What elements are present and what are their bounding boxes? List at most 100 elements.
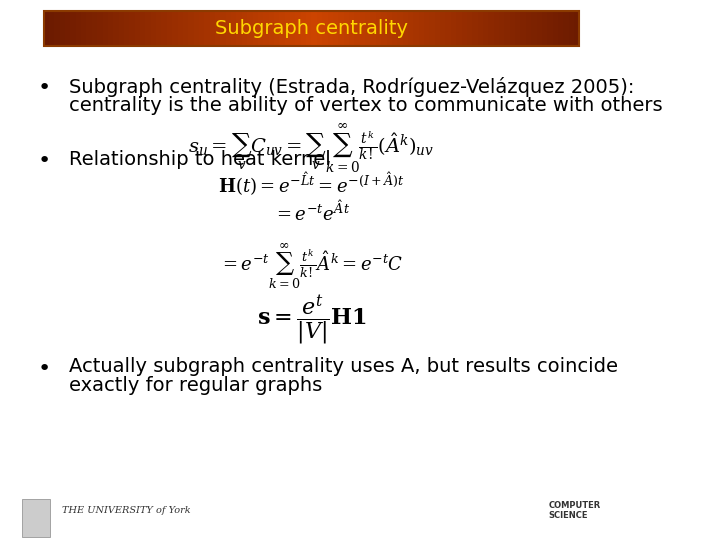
Bar <box>477 11 483 46</box>
Text: exactly for regular graphs: exactly for regular graphs <box>68 376 322 395</box>
Bar <box>429 11 435 46</box>
Bar <box>108 11 113 46</box>
Bar <box>199 11 204 46</box>
Bar <box>242 11 247 46</box>
Bar <box>113 11 119 46</box>
Bar <box>86 11 92 46</box>
Bar <box>81 11 86 46</box>
Bar <box>521 11 526 46</box>
Bar <box>290 11 295 46</box>
Bar <box>333 11 338 46</box>
Bar <box>402 11 408 46</box>
Text: •: • <box>37 151 50 171</box>
Bar <box>247 11 253 46</box>
Bar <box>349 11 354 46</box>
Text: $\mathbf{s} = \dfrac{e^t}{|V|} \mathbf{H1}$: $\mathbf{s} = \dfrac{e^t}{|V|} \mathbf{H… <box>256 294 366 347</box>
Bar <box>269 11 274 46</box>
Bar <box>44 11 580 46</box>
Bar <box>22 500 50 537</box>
Bar <box>483 11 488 46</box>
Bar <box>274 11 279 46</box>
Bar <box>102 11 108 46</box>
Bar <box>462 11 467 46</box>
Bar <box>392 11 397 46</box>
Bar <box>54 11 60 46</box>
Bar <box>408 11 413 46</box>
Bar <box>317 11 323 46</box>
Bar <box>130 11 135 46</box>
Text: $= e^{-t} e^{\hat{A}t}$: $= e^{-t} e^{\hat{A}t}$ <box>273 200 350 225</box>
Bar <box>76 11 81 46</box>
Text: $\mathbf{H}(t) = e^{-\hat{L}t} = e^{-(I + \hat{A})t}$: $\mathbf{H}(t) = e^{-\hat{L}t} = e^{-(I … <box>218 170 405 198</box>
Bar <box>338 11 343 46</box>
Bar <box>505 11 510 46</box>
Bar <box>135 11 140 46</box>
Bar <box>172 11 178 46</box>
Text: $s_u = \sum_v C_{uv} = \sum_v \sum_{k=0}^{\infty} \frac{t^k}{k!} \left(\hat{A}^k: $s_u = \sum_v C_{uv} = \sum_v \sum_{k=0}… <box>189 122 435 174</box>
Bar <box>145 11 150 46</box>
Bar <box>44 11 49 46</box>
Bar <box>178 11 183 46</box>
Bar <box>451 11 456 46</box>
Bar <box>418 11 424 46</box>
Bar <box>354 11 360 46</box>
Text: •: • <box>37 359 50 379</box>
Bar <box>381 11 387 46</box>
Bar <box>446 11 451 46</box>
Bar <box>435 11 440 46</box>
Bar <box>343 11 349 46</box>
Bar <box>424 11 429 46</box>
Bar <box>510 11 515 46</box>
Bar <box>264 11 269 46</box>
Bar <box>295 11 301 46</box>
Bar <box>413 11 418 46</box>
Bar <box>360 11 365 46</box>
Bar <box>226 11 231 46</box>
Bar <box>124 11 130 46</box>
Bar <box>253 11 258 46</box>
Bar <box>536 11 542 46</box>
Bar <box>526 11 531 46</box>
Bar <box>284 11 290 46</box>
Bar <box>231 11 236 46</box>
Bar <box>574 11 580 46</box>
Text: Subgraph centrality: Subgraph centrality <box>215 19 408 38</box>
Bar <box>119 11 124 46</box>
Bar <box>183 11 188 46</box>
Bar <box>71 11 76 46</box>
Text: centrality is the ability of vertex to communicate with others: centrality is the ability of vertex to c… <box>68 96 662 114</box>
Bar <box>49 11 54 46</box>
Bar <box>156 11 161 46</box>
Bar <box>499 11 505 46</box>
Bar <box>467 11 472 46</box>
Bar <box>569 11 574 46</box>
Bar <box>306 11 312 46</box>
Bar <box>558 11 563 46</box>
Bar <box>440 11 446 46</box>
Bar <box>97 11 102 46</box>
Bar <box>387 11 392 46</box>
Bar <box>161 11 167 46</box>
Text: COMPUTER
SCIENCE: COMPUTER SCIENCE <box>548 501 600 520</box>
Bar <box>488 11 494 46</box>
Bar <box>140 11 145 46</box>
Bar <box>365 11 370 46</box>
Bar <box>65 11 71 46</box>
Bar <box>563 11 569 46</box>
Bar <box>542 11 547 46</box>
Bar <box>312 11 317 46</box>
Bar <box>370 11 376 46</box>
Bar <box>92 11 97 46</box>
Bar <box>258 11 264 46</box>
Bar <box>220 11 226 46</box>
Bar <box>236 11 242 46</box>
Text: •: • <box>37 78 50 98</box>
Text: $= e^{-t} \sum_{k=0}^{\infty} \frac{t^k}{k!} \hat{A}^k = e^{-t} C$: $= e^{-t} \sum_{k=0}^{\infty} \frac{t^k}… <box>220 240 403 291</box>
Text: THE UNIVERSITY of York: THE UNIVERSITY of York <box>63 506 191 515</box>
Bar <box>494 11 499 46</box>
Bar <box>515 11 521 46</box>
Bar <box>150 11 156 46</box>
Bar <box>531 11 536 46</box>
Bar <box>194 11 199 46</box>
Bar <box>215 11 220 46</box>
